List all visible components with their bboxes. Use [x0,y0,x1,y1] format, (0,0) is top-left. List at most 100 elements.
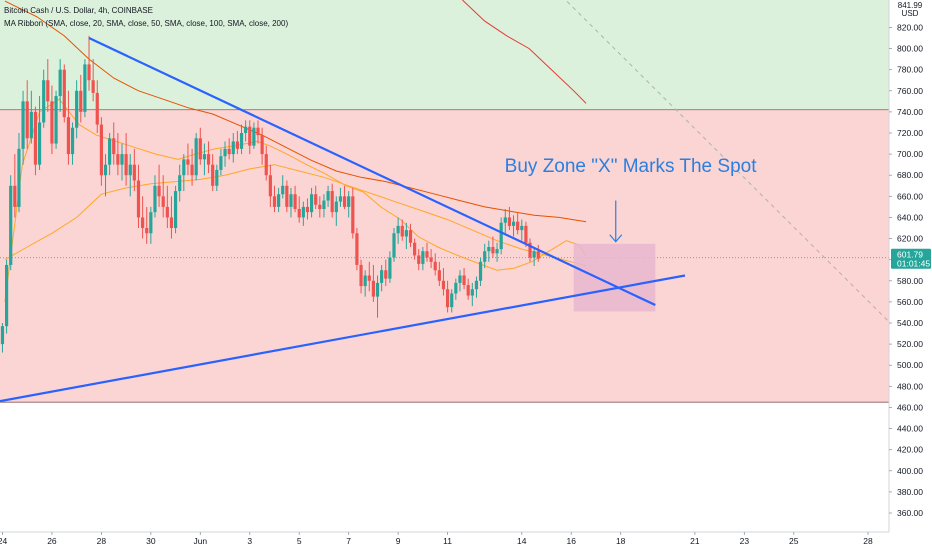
candle-body [25,101,29,139]
candle [413,238,417,260]
candle-body [268,175,272,197]
candle-body [359,264,363,287]
y-tick-label: 540.00 [897,318,923,328]
candle [37,96,42,170]
candle [178,164,182,202]
candle [75,80,79,139]
candle [79,74,83,123]
candle-body [83,64,87,112]
x-tick-label: 9 [396,536,401,546]
candle [367,261,371,292]
candle-body [309,194,314,213]
candle-body [367,275,371,281]
candle [417,249,421,271]
candle [256,120,260,144]
y-tick-label: 700.00 [897,149,923,159]
candle [25,80,29,149]
candle [215,164,219,192]
candle [186,143,190,176]
candle [260,127,264,165]
candle [305,198,310,220]
candle [371,264,376,302]
candle [474,276,479,298]
candle [503,209,507,234]
candle [211,154,215,192]
candle-body [29,111,33,139]
candle-body [511,221,516,226]
y-tick-label: 380.00 [897,487,923,497]
candle-body [235,141,239,149]
candle-body [54,96,58,144]
candle-body [375,282,380,297]
candle-body [445,289,450,308]
candle-body [231,141,235,155]
candle [318,196,322,218]
candle-body [124,154,128,176]
candle [157,164,161,207]
candle [314,185,318,209]
candle-body [79,90,83,112]
candle [404,222,408,250]
candle [495,242,499,262]
candle [462,268,466,290]
candle [116,133,120,176]
candle [165,185,169,228]
candle-body [516,221,520,231]
y-tick-label: 360.00 [897,508,923,518]
candle-body [334,201,338,213]
candle [17,133,21,213]
candle-body [462,275,466,285]
candle [441,268,446,296]
indicator-legend: MA Ribbon (SMA, close, 20, SMA, close, 5… [4,19,289,28]
zones-layer [0,0,889,403]
candle [252,122,256,149]
candle [384,259,388,287]
candle [46,59,50,112]
candle-body [13,185,17,207]
candle [511,215,516,237]
candle [91,59,95,102]
candle [277,187,281,213]
candle [136,164,141,228]
candle-body [223,148,227,157]
candle [13,154,17,218]
candle-body [50,101,54,144]
ma-line-sma-200 [462,0,587,104]
candle-body [301,206,305,218]
candle-body [256,127,260,136]
y-tick-label: 440.00 [897,424,923,434]
candle [50,85,54,155]
candle-body [470,289,474,296]
ma-line-sma-50 [4,164,587,267]
candle [392,228,396,262]
candle-body [437,270,441,281]
candle [309,187,314,218]
candle [454,278,458,300]
candle-body [392,233,396,258]
candle [128,154,132,197]
annotation-layer: Buy Zone "X" Marks The Spot [505,156,757,243]
candle-body [252,127,256,146]
candle-body [351,196,355,234]
candle [272,185,277,213]
x-tick-label: 3 [247,536,252,546]
candle-body [157,185,161,197]
y-tick-label: 820.00 [897,22,923,32]
candle-body [219,156,223,170]
candle [322,194,326,218]
candle [235,130,239,155]
candle-body [5,264,9,327]
candle [5,259,9,334]
candle-body [400,225,404,237]
candle-body [417,255,421,264]
candle [248,120,252,155]
candle-body [37,122,42,165]
candle-body [0,326,5,345]
candle-body [46,80,50,102]
candle [458,270,462,292]
candle-body [141,217,145,228]
candle [244,120,248,142]
candle-body [132,164,136,181]
candle-body [202,154,207,160]
